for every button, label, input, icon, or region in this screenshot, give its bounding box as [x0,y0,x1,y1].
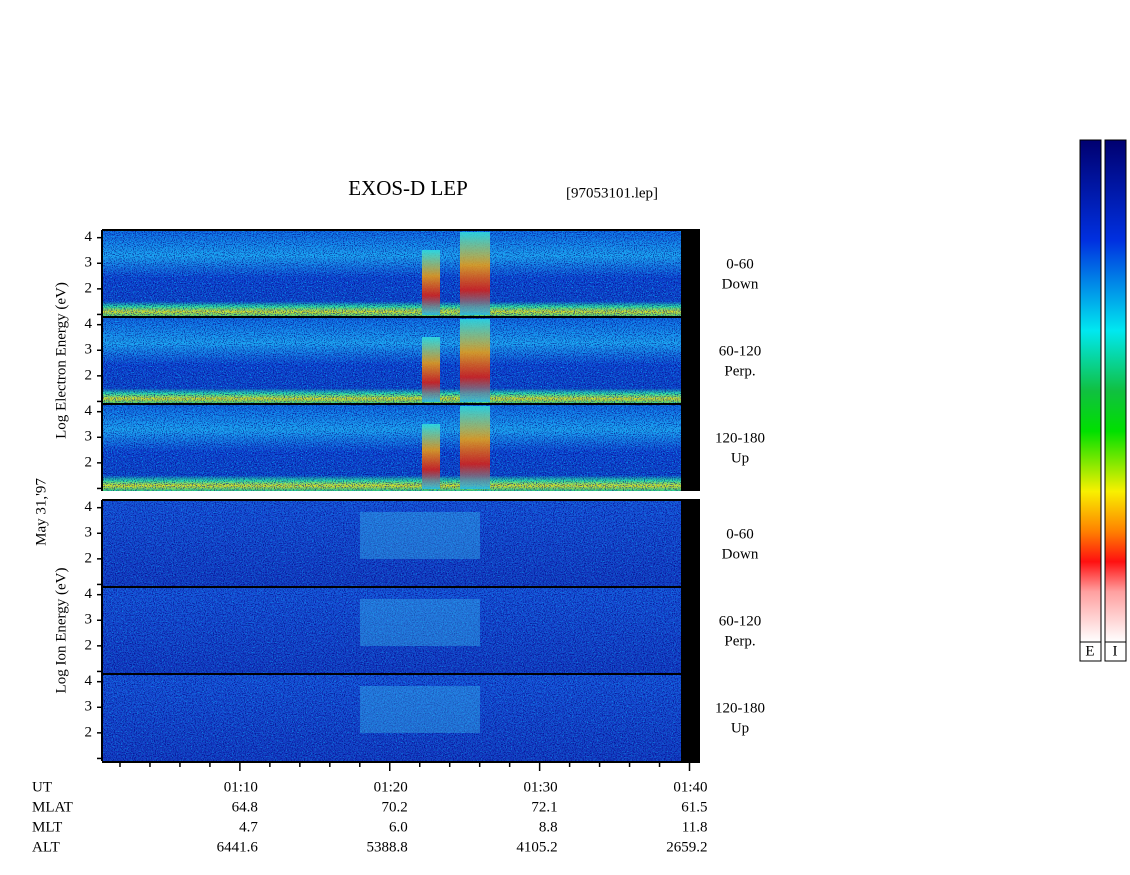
ephemeris-value: 6.0 [389,819,408,835]
y-tick-label: 3 [85,342,93,358]
y-tick-label: 2 [85,280,93,296]
ephemeris-name: UT [32,779,52,795]
colorbar-label-box [1104,641,1127,662]
y-tick-label: 2 [85,367,93,383]
y-tick-label: 3 [85,612,93,628]
panel-direction-label: Perp. [724,633,755,649]
y-tick-label: 2 [85,550,93,566]
spectrogram-noise [102,674,700,761]
ephemeris-value: 2659.2 [666,839,707,855]
ephemeris-value: 72.1 [531,799,557,815]
data-gap [681,500,700,587]
x-tick-label: 01:40 [673,779,707,795]
y-tick-label: 4 [85,586,93,602]
ephemeris-value: 70.2 [382,799,408,815]
panel-angle-label: 60-120 [719,613,762,629]
x-tick-label: 01:10 [224,779,258,795]
colorbar-label: I [1113,643,1118,659]
spectrogram-burst [422,424,440,489]
data-gap [681,587,700,674]
y-tick-label: 2 [85,454,93,470]
spectrogram-noise [102,500,700,587]
ephemeris-value: 6441.6 [217,839,259,855]
spectrogram-noise [102,587,700,674]
x-tick-label: 01:30 [523,779,557,795]
data-gap [681,230,700,317]
spectrogram-noise [102,230,700,317]
spectrogram-burst [460,232,490,315]
ephemeris-value: 4105.2 [516,839,557,855]
spectrogram-burst [422,337,440,402]
panel-angle-label: 120-180 [715,430,765,446]
ephemeris-value: 11.8 [682,819,708,835]
y-tick-label: 4 [85,316,93,332]
ephemeris-name: ALT [32,839,60,855]
y-tick-label: 4 [85,229,93,245]
x-tick-label: 01:20 [374,779,408,795]
y-tick-label: 3 [85,429,93,445]
title: EXOS-D LEP [348,176,468,200]
file-label: [97053101.lep] [566,185,658,201]
y-tick-label: 2 [85,637,93,653]
colorbar [1104,139,1127,643]
panel-direction-label: Up [731,450,749,466]
y-axis-label: Log Ion Energy (eV) [53,568,69,694]
spectrogram-noise [102,317,700,404]
y-tick-label: 4 [85,673,93,689]
panel-direction-label: Up [731,720,749,736]
ephemeris-name: MLAT [32,799,73,815]
y-tick-label: 3 [85,699,93,715]
panel-angle-label: 0-60 [726,526,754,542]
ephemeris-name: MLT [32,819,62,835]
panel-angle-label: 60-120 [719,343,762,359]
spectrogram-burst [360,512,480,559]
date-label: May 31,'97 [33,478,49,546]
colorbar-label-box [1079,641,1102,662]
panel-direction-label: Perp. [724,363,755,379]
data-gap [681,317,700,404]
colorbar-label: E [1085,643,1094,659]
panel-angle-label: 0-60 [726,256,754,272]
ephemeris-value: 61.5 [681,799,707,815]
data-gap [681,674,700,761]
spectrogram-noise [102,404,700,491]
y-tick-label: 4 [85,403,93,419]
spectrogram-burst [360,599,480,646]
ephemeris-value: 4.7 [239,819,258,835]
ephemeris-value: 8.8 [539,819,558,835]
ephemeris-value: 5388.8 [367,839,408,855]
spectrogram-burst [460,319,490,402]
spectrogram-burst [422,250,440,315]
ephemeris-value: 64.8 [232,799,258,815]
y-axis-label: Log Electron Energy (eV) [53,282,69,439]
colorbar [1079,139,1102,643]
spectrogram-burst [360,686,480,733]
y-tick-label: 2 [85,724,93,740]
panel-angle-label: 120-180 [715,700,765,716]
y-tick-label: 3 [85,255,93,271]
panel-direction-label: Down [722,276,759,292]
spectrogram-burst [460,406,490,489]
y-tick-label: 4 [85,499,93,515]
panel-direction-label: Down [722,546,759,562]
data-gap [681,404,700,491]
y-tick-label: 3 [85,525,93,541]
